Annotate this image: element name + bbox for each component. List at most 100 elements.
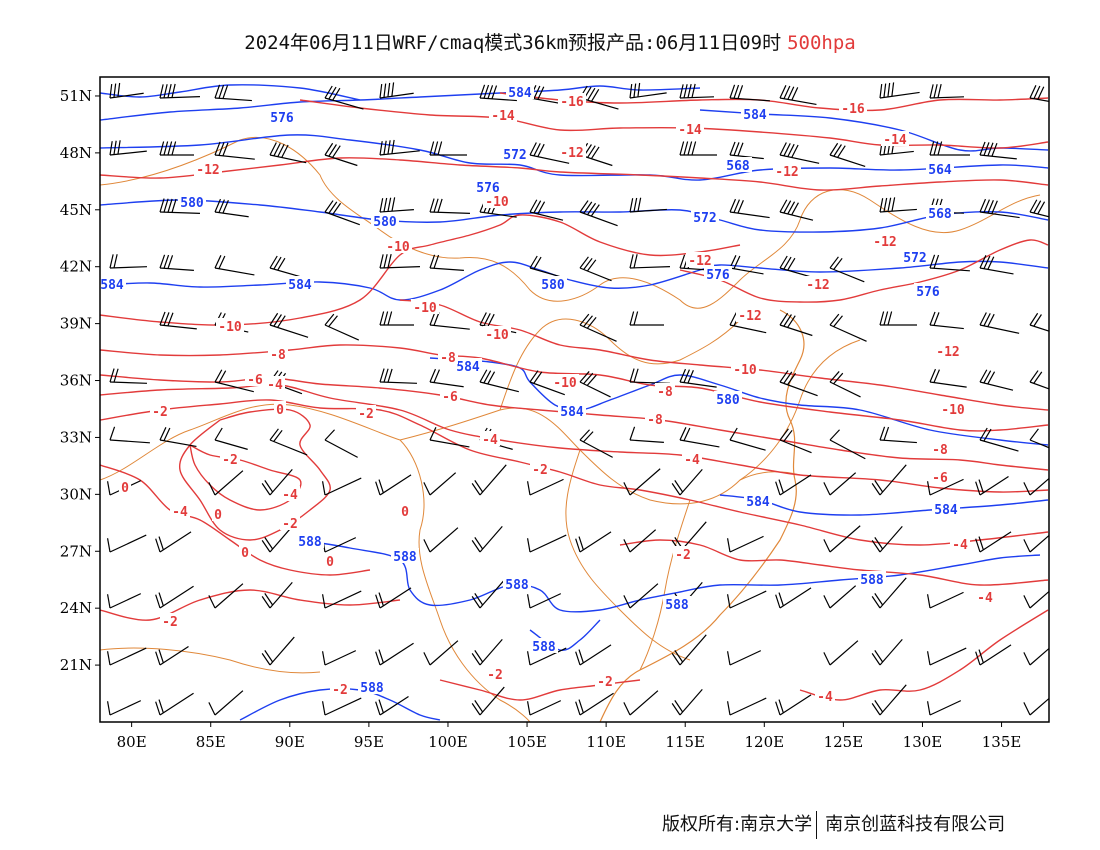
temperature-label: -4 [817,690,833,705]
wind-barb [479,369,519,393]
wind-barb [429,427,470,448]
temperature-contour--12 [679,239,1049,303]
wind-barb [929,368,967,388]
wind-barb [729,427,766,451]
border-line [100,403,531,722]
contour-label-bg [483,193,511,208]
contour-label-bg [815,688,835,703]
wind-barb [726,535,764,553]
temperature-label: -2 [532,463,548,478]
temperature-contour--4 [799,609,1049,701]
wind-barb [321,697,362,716]
chart-title: 2024年06月11日WRF/cmaq模式36km预报产品:06月11日09时 5… [0,28,1100,55]
height-label: 588 [393,550,417,565]
wind-barb [726,650,762,666]
wind-barb [829,429,866,460]
contour-label-bg [503,576,531,591]
contour-label-bg [438,349,458,364]
temperature-label: -6 [247,373,263,388]
contour-label-bg [858,571,886,586]
wind-barb [729,84,770,102]
wind-barb [269,142,307,164]
contour-label-bg [663,596,691,611]
height-label: 576 [476,181,500,196]
wind-barb [729,141,764,160]
temperature-label: -4 [282,488,298,503]
wind-barb [324,200,360,226]
contour-label-bg [804,276,832,291]
temperature-label: -6 [932,471,948,486]
height-label: 572 [903,251,926,266]
wind-barb [324,85,364,110]
temperature-label: -12 [688,254,711,269]
wind-barb [979,369,1014,391]
contour-label-bg [485,666,505,681]
wind-barb [926,700,962,716]
wind-barb [526,647,567,666]
wind-barb [261,468,293,496]
wind-barb [208,470,244,496]
temperature-label: 0 [326,555,334,570]
height-label: 584 [934,503,958,518]
wind-barb [269,428,308,456]
wind-barb [879,197,917,213]
wind-barb [779,85,817,106]
height-label: 580 [716,393,740,408]
temperature-contour--10 [399,299,1049,411]
wind-barb [159,254,194,271]
temperature-label: -8 [647,413,663,428]
border-line [100,136,1041,309]
temperature-contour--2 [619,539,1049,586]
wind-barb [375,474,412,496]
wind-barb [579,256,612,282]
contour-label-bg [773,163,801,178]
temperature-label: -10 [413,301,437,316]
lon-tick-label: 135E [982,733,1022,751]
wind-barb [109,426,150,444]
wind-barb [269,255,306,279]
wind-barb [671,688,703,716]
temperature-label: -8 [657,385,673,400]
wind-barb [929,311,964,330]
contour-label-bg [839,100,867,115]
contour-label-bg [975,589,995,604]
contour-label-bg [330,681,350,696]
contour-label-bg [216,318,244,333]
wind-barb [321,650,357,666]
wind-barb [155,585,194,609]
contour-label-bg [265,376,285,391]
temperature-label: -10 [553,376,577,391]
border-line [100,647,321,674]
wind-barb [726,590,767,609]
height-label: 584 [508,86,532,101]
wind-barb [429,254,464,271]
wind-barb [479,84,517,102]
contour-label-bg [178,194,206,209]
wind-barb [671,634,707,666]
wind-barb [775,587,812,609]
lat-tick-label: 24N [60,599,92,617]
wind-barb [929,254,970,272]
wind-barb [109,368,147,384]
height-label: 576 [706,268,730,283]
contour-label-bg [881,131,909,146]
contour-label-bg [686,252,714,267]
wind-barb [109,82,144,99]
wind-barb [679,141,717,156]
temperature-contour--2 [100,589,401,621]
wind-barb [529,142,570,164]
wind-barb [623,583,659,609]
height-label: 568 [928,207,952,222]
wind-barb [1029,199,1049,218]
wind-barb [159,427,197,448]
contour-label-bg [220,451,240,466]
wind-barb [106,700,142,716]
contour-label-bg [170,503,190,518]
temperature-label: -8 [270,348,286,363]
lon-tick-label: 80E [117,733,147,751]
lat-tick-label: 42N [60,258,92,276]
lat-tick-label: 21N [60,656,92,674]
height-label: 564 [928,163,952,178]
wind-barb [729,255,764,275]
